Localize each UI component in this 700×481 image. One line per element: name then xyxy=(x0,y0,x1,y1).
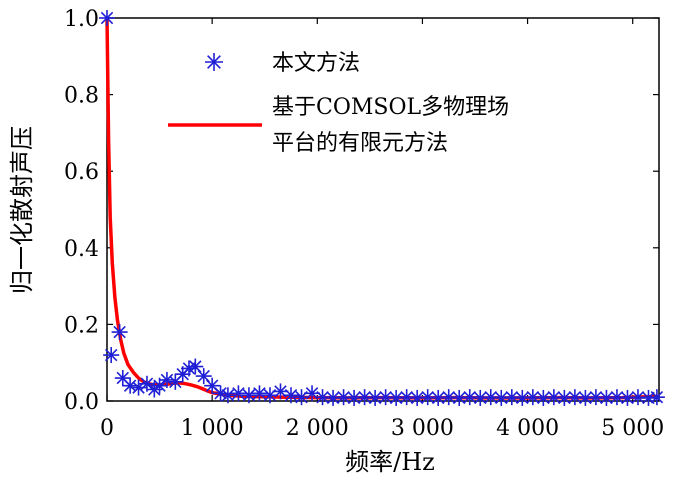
plot-frame xyxy=(106,17,660,402)
data-point-asterisk xyxy=(138,375,155,392)
x-axis-label: 频率/Hz xyxy=(345,448,435,476)
y-tick-label: 1.0 xyxy=(64,7,99,32)
legend-asterisk-icon xyxy=(205,53,223,71)
y-tick-label: 0.4 xyxy=(64,237,99,262)
y-tick-label: 0.8 xyxy=(64,84,99,109)
data-point-asterisk xyxy=(151,377,168,394)
data-point-asterisk xyxy=(103,347,120,364)
series-this-method xyxy=(99,10,665,406)
y-tick-label: 0.0 xyxy=(64,390,99,415)
data-point-asterisk xyxy=(195,368,212,385)
data-point-asterisk xyxy=(230,385,247,402)
data-point-asterisk xyxy=(167,373,184,390)
legend-label-this-method: 本文方法 xyxy=(272,51,360,76)
legend-label-fem-line2: 平台的有限元方法 xyxy=(272,131,448,156)
data-point-asterisk xyxy=(598,389,615,406)
data-point-asterisk xyxy=(461,389,478,406)
data-point-asterisk xyxy=(111,324,128,341)
x-tick-label: 5 000 xyxy=(601,416,664,441)
data-point-asterisk xyxy=(251,385,268,402)
y-tick-label: 0.6 xyxy=(64,160,99,185)
data-point-asterisk xyxy=(187,358,204,375)
legend-label-fem-line1: 基于COMSOL多物理场 xyxy=(272,95,509,120)
data-point-asterisk xyxy=(240,387,257,404)
x-tick-label: 0 xyxy=(100,416,114,441)
data-point-asterisk xyxy=(272,383,289,400)
legend-marker-asterisk xyxy=(205,53,223,71)
x-tick-label: 1 000 xyxy=(181,416,244,441)
data-point-asterisk xyxy=(314,389,331,406)
data-point-asterisk xyxy=(283,387,299,404)
x-tick-label: 3 000 xyxy=(391,416,454,441)
series-fem-comsol xyxy=(105,17,660,400)
data-point-asterisk xyxy=(472,389,489,406)
data-point-asterisk xyxy=(388,389,405,406)
x-tick-label: 4 000 xyxy=(496,416,559,441)
data-point-asterisk xyxy=(648,389,665,406)
data-point-asterisk xyxy=(409,389,426,406)
legend: 本文方法 基于COMSOL多物理场 平台的有限元方法 xyxy=(168,51,509,156)
y-axis-label: 归一化散射声压 xyxy=(8,126,36,294)
x-axis-ticks: 0 1 000 2 000 3 000 4 000 5 000 xyxy=(100,18,664,441)
data-point-asterisk xyxy=(99,10,115,26)
data-point-asterisk xyxy=(219,387,236,404)
y-axis-ticks: 0.0 0.2 0.4 0.6 0.8 1.0 xyxy=(64,7,659,415)
data-point-asterisk xyxy=(440,389,457,406)
x-tick-label: 2 000 xyxy=(286,416,349,441)
y-tick-label: 0.2 xyxy=(64,313,99,338)
data-point-asterisk xyxy=(482,389,499,406)
data-point-asterisk xyxy=(535,389,552,406)
fem-line xyxy=(105,17,660,400)
